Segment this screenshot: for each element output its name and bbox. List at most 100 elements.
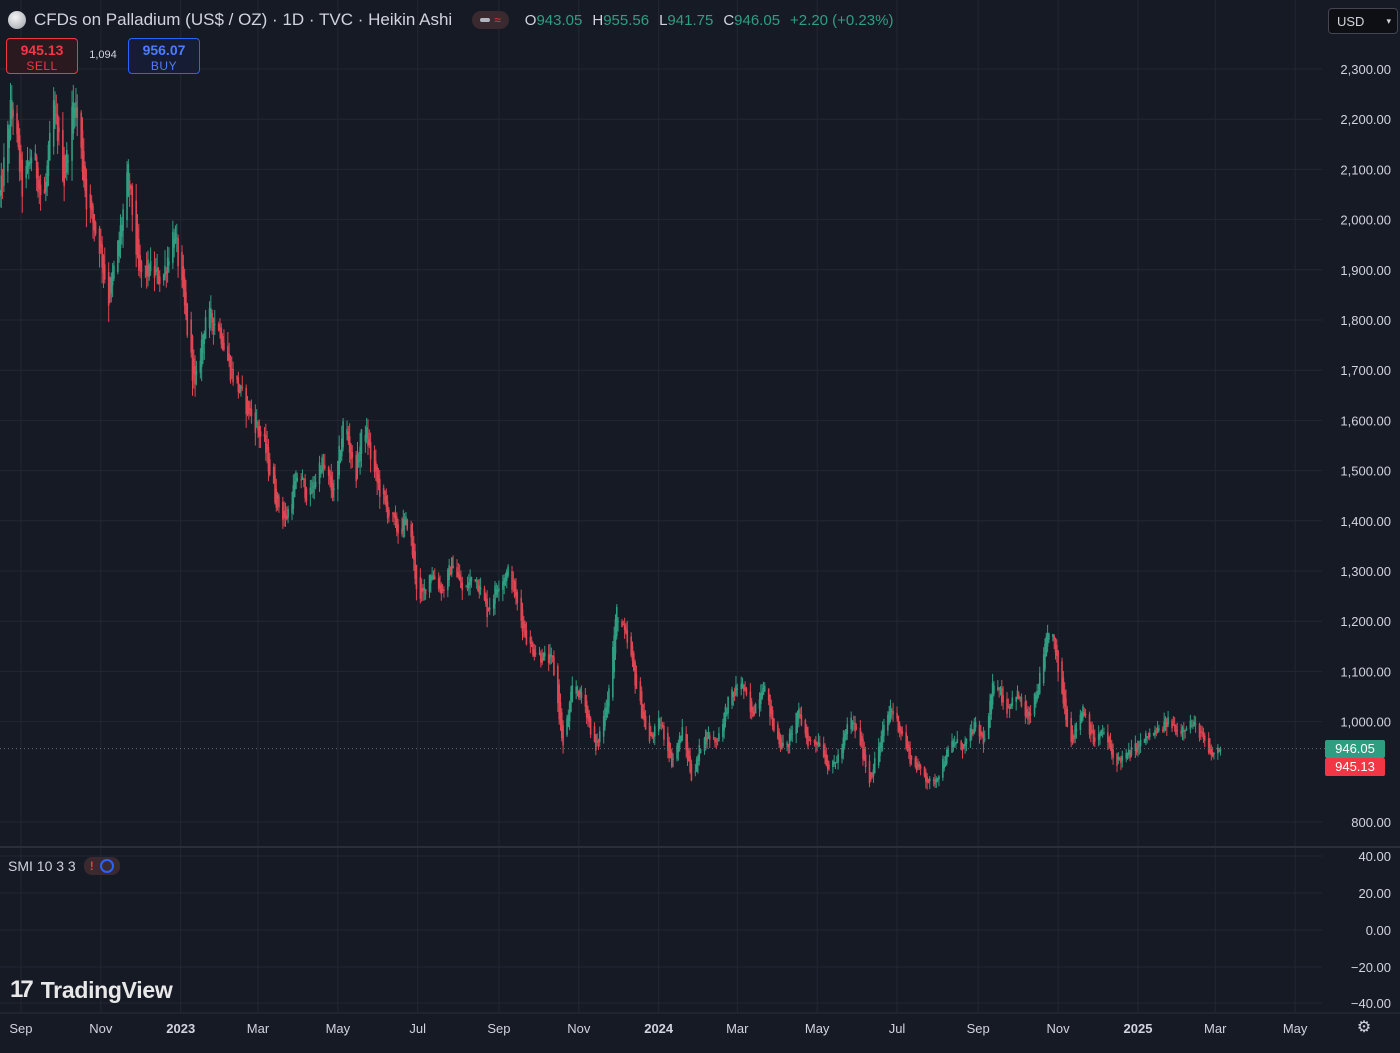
candle-body bbox=[956, 739, 959, 743]
candle-body bbox=[648, 722, 651, 742]
candle-body bbox=[487, 608, 490, 612]
candle-body bbox=[185, 291, 187, 316]
candle-body bbox=[905, 732, 907, 749]
candle-body bbox=[63, 155, 65, 187]
chart-header: CFDs on Palladium (US$ / OZ) · 1D · TVC … bbox=[8, 9, 893, 31]
candle-body bbox=[304, 478, 306, 499]
y-tick-label: 1,500.00 bbox=[1340, 464, 1391, 479]
candle-body bbox=[333, 488, 335, 491]
indicator-legend[interactable]: SMI 10 3 3 ! bbox=[8, 857, 120, 875]
candle-body bbox=[980, 730, 982, 735]
candle-body bbox=[974, 722, 977, 728]
x-tick-label: Sep bbox=[487, 1021, 510, 1036]
candle-body bbox=[330, 475, 333, 491]
candle-body bbox=[760, 693, 762, 705]
candle-body bbox=[1202, 732, 1205, 739]
sell-button[interactable]: 945.13 SELL bbox=[6, 38, 78, 74]
candle-body bbox=[250, 408, 253, 416]
candle-body bbox=[276, 494, 279, 499]
buy-button[interactable]: 956.07 BUY bbox=[128, 38, 200, 74]
candle-body bbox=[771, 710, 774, 727]
candle-body bbox=[863, 748, 866, 761]
candle-body bbox=[614, 619, 617, 654]
candle-body bbox=[906, 740, 909, 750]
candle-body bbox=[155, 270, 157, 273]
x-tick-label: Nov bbox=[1047, 1021, 1071, 1036]
candle-body bbox=[932, 779, 935, 781]
open-value: 943.05 bbox=[536, 11, 583, 29]
candle-body bbox=[1213, 752, 1215, 755]
candle-body bbox=[323, 465, 326, 469]
candle-body bbox=[651, 733, 653, 737]
candle-body bbox=[440, 585, 443, 594]
candle-body bbox=[1107, 732, 1109, 743]
price-axis[interactable]: 800.00 1,000.00 1,100.00 1,200.00 1,300.00 1,… bbox=[1340, 62, 1391, 1011]
candle-body bbox=[602, 716, 605, 737]
tradingview-logo[interactable]: 17 TradingView bbox=[10, 976, 173, 1004]
candle-body bbox=[1071, 729, 1074, 742]
candle-body bbox=[973, 721, 976, 733]
candle-body bbox=[347, 431, 350, 442]
candle-body bbox=[612, 646, 614, 698]
candle-body bbox=[28, 162, 30, 167]
candle-body bbox=[1183, 729, 1185, 732]
candle-body bbox=[889, 705, 892, 718]
candle-body bbox=[983, 738, 986, 740]
candle-body bbox=[278, 496, 280, 508]
x-tick-label: Sep bbox=[9, 1021, 32, 1036]
time-axis[interactable]: Sep Nov 2023 Mar May Jul Sep Nov 2024 Mar May Jul Se… bbox=[9, 1021, 1308, 1036]
candle-body bbox=[843, 733, 846, 746]
currency-select[interactable]: USD ▾ bbox=[1328, 8, 1398, 34]
candle-body bbox=[694, 771, 697, 773]
candle-body bbox=[1075, 728, 1078, 732]
candle-body bbox=[896, 712, 898, 719]
chevron-down-icon: ▾ bbox=[1386, 15, 1391, 26]
candle-body bbox=[530, 640, 533, 647]
candle-body bbox=[210, 308, 212, 319]
candle-body bbox=[923, 767, 926, 777]
candle-body bbox=[46, 165, 48, 187]
candle-body bbox=[393, 513, 395, 518]
candle-body bbox=[788, 733, 791, 746]
candle-body bbox=[964, 741, 966, 747]
y-tick-label: 1,600.00 bbox=[1340, 413, 1391, 428]
x-tick-label: Mar bbox=[726, 1021, 749, 1036]
candle-body bbox=[512, 580, 515, 582]
candle-body bbox=[1171, 720, 1173, 729]
candle-body bbox=[584, 694, 587, 707]
candle-body bbox=[1083, 712, 1086, 717]
candle-body bbox=[926, 776, 928, 783]
candle-body bbox=[483, 588, 486, 601]
candle-body bbox=[485, 594, 487, 604]
candle-body bbox=[54, 105, 56, 124]
candle-body bbox=[837, 754, 839, 763]
indicator-status[interactable]: ! bbox=[83, 857, 120, 875]
spread-value: 1,094 bbox=[89, 49, 117, 61]
candle-body bbox=[338, 445, 340, 476]
status-pill[interactable]: ≈ bbox=[472, 11, 509, 29]
candle-body bbox=[824, 750, 826, 758]
candle-body bbox=[1198, 723, 1201, 738]
candle-body bbox=[1006, 698, 1008, 714]
candle-body bbox=[669, 749, 672, 754]
candle-body bbox=[880, 735, 883, 750]
symbol-title[interactable]: CFDs on Palladium (US$ / OZ) · 1D · TVC … bbox=[34, 10, 453, 29]
candle-body bbox=[761, 691, 763, 699]
candle-body bbox=[828, 764, 830, 770]
candle-body bbox=[376, 466, 378, 482]
candle-body bbox=[447, 569, 449, 591]
candle-body bbox=[465, 586, 467, 588]
sync-icon bbox=[99, 859, 114, 873]
candle-body bbox=[168, 261, 170, 266]
y-tick-label: 1,400.00 bbox=[1340, 514, 1391, 529]
candle-body bbox=[122, 209, 124, 231]
candles[interactable] bbox=[0, 83, 1222, 790]
candle-body bbox=[1201, 731, 1203, 734]
candle-body bbox=[360, 429, 363, 454]
candle-body bbox=[593, 726, 596, 743]
candle-body bbox=[887, 715, 889, 731]
candle-body bbox=[945, 749, 948, 764]
candle-body bbox=[859, 727, 862, 746]
settings-gear-icon[interactable]: ⚙ bbox=[1356, 1019, 1372, 1036]
